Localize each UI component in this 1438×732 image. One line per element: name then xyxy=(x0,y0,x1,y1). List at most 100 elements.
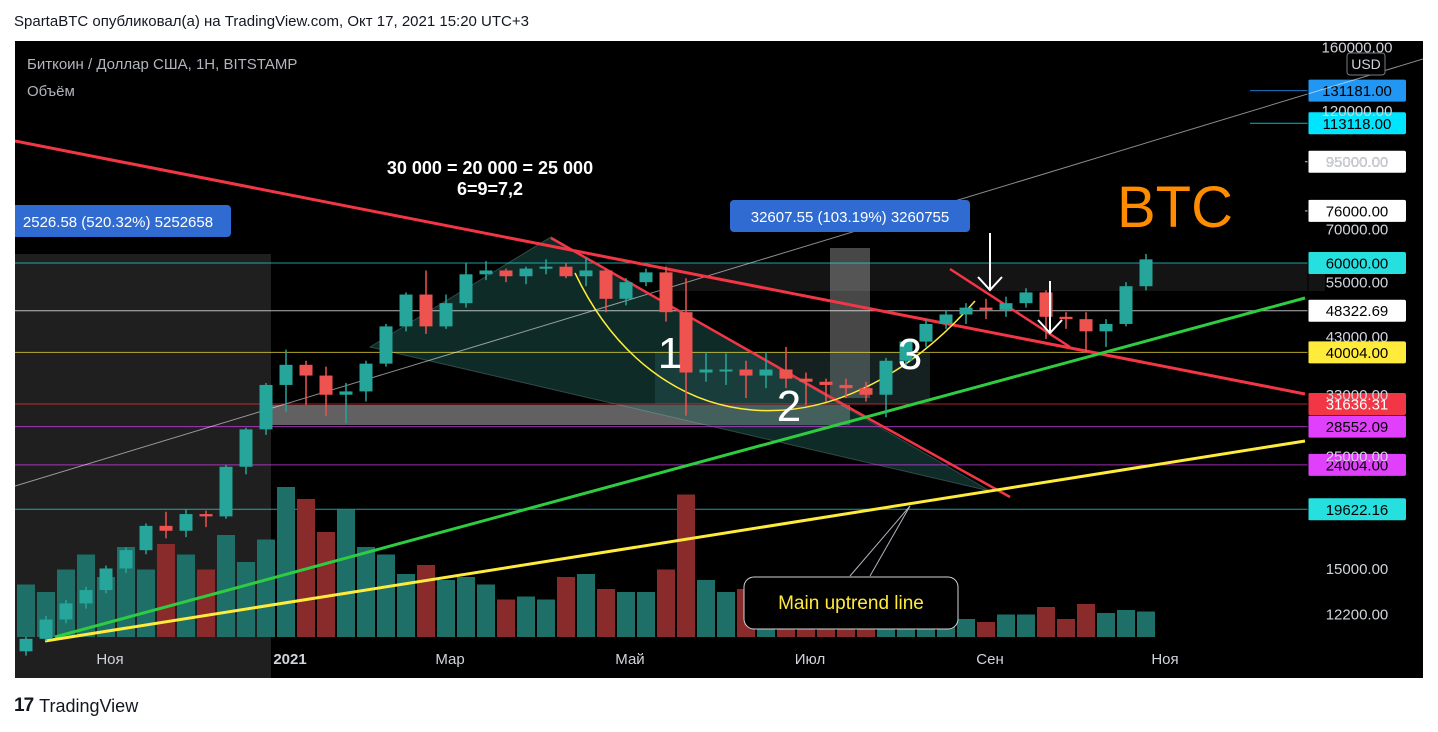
measure-label-left: 2526.58 (520.32%) 5252658 xyxy=(23,214,213,231)
volume-legend[interactable]: Объём xyxy=(27,83,75,100)
candle-body-0 xyxy=(19,638,33,652)
y-tick-label-7: 25000.00 xyxy=(1326,448,1389,465)
candle-body-9 xyxy=(199,514,213,517)
volume-bar-23 xyxy=(477,584,495,637)
candle-body-10 xyxy=(219,466,233,517)
volume-bar-12 xyxy=(257,539,275,637)
symbol-legend[interactable]: Биткоин / Доллар США, 1H, BITSTAMP xyxy=(27,56,297,73)
candle-body-3 xyxy=(79,590,93,604)
candle-body-33 xyxy=(679,312,693,373)
volume-bar-22 xyxy=(457,577,475,637)
candle-body-48 xyxy=(979,307,993,310)
volume-bar-50 xyxy=(1017,614,1035,637)
price-level-label-6: 40004.00 xyxy=(1326,345,1389,362)
candle-body-35 xyxy=(719,369,733,372)
currency-badge-text[interactable]: USD xyxy=(1351,56,1381,72)
measure-label-right: 32607.55 (103.19%) 3260755 xyxy=(751,209,950,226)
axes-layer: 160000.00120000.0095000.0070000.0055000.… xyxy=(96,39,1393,678)
candle-body-8 xyxy=(179,514,193,531)
wedge-resistance-line-ext xyxy=(854,409,1011,499)
candle-body-46 xyxy=(939,314,953,324)
down-arrow-icon xyxy=(977,233,1003,292)
volume-bar-48 xyxy=(977,622,995,637)
price-level-label-5: 48322.69 xyxy=(1326,303,1389,320)
candle-body-38 xyxy=(779,369,793,379)
y-tick-label-8: 15000.00 xyxy=(1326,561,1389,578)
volume-bar-33 xyxy=(677,494,695,637)
cup-arc xyxy=(574,272,976,412)
candle-body-42 xyxy=(859,388,873,395)
tradingview-brand[interactable]: TradingView xyxy=(39,695,139,716)
volume-bar-52 xyxy=(1057,619,1075,637)
publisher-line: SpartaBTC опубликовал(а) на TradingView.… xyxy=(14,13,529,30)
volume-bar-0 xyxy=(17,584,35,637)
price-level-label-bg-10 xyxy=(1308,498,1406,521)
volume-bar-35 xyxy=(717,592,735,637)
price-level-label-3: 76000.00 xyxy=(1326,203,1389,220)
zones-layer xyxy=(15,236,1325,678)
volume-bar-28 xyxy=(577,574,595,637)
currency-badge[interactable] xyxy=(1346,52,1386,76)
y-tick-label-3: 70000.00 xyxy=(1326,222,1389,239)
candle-body-18 xyxy=(379,326,393,364)
volume-bar-26 xyxy=(537,599,555,637)
ticker-label-btc: BTC xyxy=(1117,175,1233,240)
price-level-label-bg-2 xyxy=(1308,150,1406,173)
btc-chart[interactable]: 131181.00 113118.00 95000.00 76000.00 60000.… xyxy=(5,39,1424,678)
price-level-label-8: 28552.09 xyxy=(1326,419,1389,436)
tradingview-logo-icon[interactable]: 17 xyxy=(14,695,34,716)
price-level-label-bg-7 xyxy=(1308,393,1406,416)
candle-body-49 xyxy=(999,303,1013,310)
candle-body-16 xyxy=(339,391,353,395)
y-tick-label-5: 43000.00 xyxy=(1326,329,1389,346)
trendlines-layer xyxy=(14,58,1424,643)
candle-body-43 xyxy=(879,360,893,395)
callout-text: Main uptrend line xyxy=(778,593,924,614)
down-arrow-icon-head xyxy=(977,276,1003,292)
candle-body-55 xyxy=(1119,286,1133,324)
y-tick-label-1: 120000.00 xyxy=(1322,103,1393,120)
candle-body-15 xyxy=(319,375,333,395)
volume-bar-56 xyxy=(1137,611,1155,637)
price-level-label-10: 19622.16 xyxy=(1326,502,1389,519)
price-level-label-1: 113118.00 xyxy=(1323,116,1392,133)
wave-label-3: 3 xyxy=(898,330,922,379)
candle-body-26 xyxy=(539,266,553,269)
volume-bar-49 xyxy=(997,614,1015,637)
price-level-label-0: 131181.00 xyxy=(1322,83,1392,100)
chart-panel[interactable]: 131181.00 113118.00 95000.00 76000.00 60000.… xyxy=(5,39,1424,678)
volume-bar-7 xyxy=(157,544,175,637)
annotation-equation-line1: 30 000 = 20 000 = 25 000 xyxy=(387,158,593,178)
volume-bar-24 xyxy=(497,599,515,637)
volume-bar-19 xyxy=(397,574,415,637)
volume-bar-55 xyxy=(1117,610,1135,637)
x-tick-label-5: Сен xyxy=(976,651,1003,668)
candle-body-4 xyxy=(99,568,113,591)
candle-body-21 xyxy=(439,303,453,327)
x-tick-label-0: Ноя xyxy=(96,651,123,668)
candle-body-20 xyxy=(419,294,433,327)
price-level-label-2: 95000.00 xyxy=(1326,154,1389,171)
volume-bar-16 xyxy=(337,509,355,637)
candle-body-45 xyxy=(919,323,933,342)
volume-bar-10 xyxy=(217,535,235,637)
price-level-label-bg-4 xyxy=(1308,252,1406,274)
y-tick-label-0: 160000.00 xyxy=(1322,41,1393,56)
candle-body-24 xyxy=(499,270,513,277)
volume-bar-13 xyxy=(277,487,295,637)
wedge-resistance-line xyxy=(550,236,856,413)
candle-body-44 xyxy=(899,341,913,361)
candle-body-31 xyxy=(639,272,653,283)
candle-body-19 xyxy=(399,294,413,327)
volume-bar-53 xyxy=(1077,604,1095,637)
price-level-label-bg-9 xyxy=(1308,453,1406,476)
volume-bar-17 xyxy=(357,547,375,637)
volume-bar-32 xyxy=(657,569,675,637)
volume-bar-29 xyxy=(597,589,615,637)
candle-body-40 xyxy=(819,381,833,385)
candle-body-12 xyxy=(259,384,273,430)
candle-body-54 xyxy=(1099,323,1113,332)
wave-label-1: 1 xyxy=(658,329,682,378)
candle-body-52 xyxy=(1059,316,1073,320)
